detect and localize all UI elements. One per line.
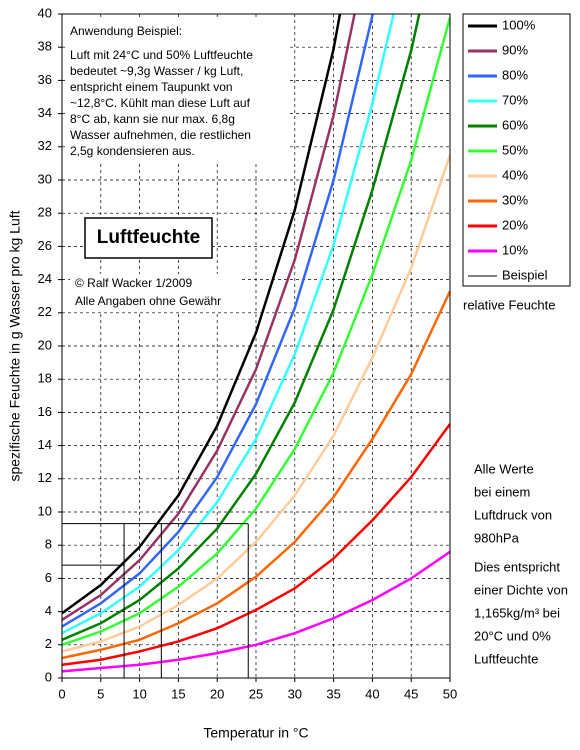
y-tick-label: 30 [38, 171, 52, 186]
annotation-text: 2,5g kondensieren aus. [70, 144, 195, 158]
y-tick-label: 26 [38, 238, 52, 253]
title-box [84, 217, 213, 259]
x-tick-label: 25 [249, 686, 263, 701]
annotation-text: ~12,8°C. Kühlt man diese Luft auf [70, 96, 251, 110]
x-tick-label: 50 [443, 686, 457, 701]
legend-label: 90% [502, 42, 528, 57]
annotation-text: Anwendung Beispiel: [70, 24, 182, 38]
y-tick-label: 40 [38, 5, 52, 20]
annotation-text: Wasser aufnehmen, die restlichen [70, 128, 251, 142]
note-text: 1,165kg/m³ bei [474, 605, 560, 620]
plot-frame [61, 13, 451, 679]
y-tick-label: 28 [38, 205, 52, 220]
series-line [62, 16, 450, 646]
y-tick-label: 14 [38, 437, 52, 452]
legend-label: 30% [502, 192, 528, 207]
series-line [62, 14, 342, 615]
annotation-box [66, 20, 288, 162]
y-tick-label: 6 [45, 570, 52, 585]
series-line [62, 154, 450, 653]
x-tick-label: 0 [58, 686, 65, 701]
legend-label: 100% [502, 17, 536, 32]
chart-title: Luftfeuchte [97, 227, 200, 248]
y-axis-label: spezifische Feuchte in g Wasser pro kg L… [7, 210, 23, 481]
note-text: Luftfeuchte [474, 651, 538, 666]
credits-box [70, 274, 240, 312]
x-axis-label: Temperatur in °C [203, 725, 308, 741]
series-line [62, 14, 395, 635]
y-tick-label: 20 [38, 337, 52, 352]
y-tick-label: 36 [38, 72, 52, 87]
legend-label: 80% [502, 67, 528, 82]
y-tick-label: 10 [38, 503, 52, 518]
credits-text: Alle Angaben ohne Gewähr [75, 294, 221, 308]
x-tick-label: 15 [171, 686, 185, 701]
legend-label: 10% [502, 242, 528, 257]
legend-label: Beispiel [502, 267, 548, 282]
y-tick-label: 32 [38, 138, 52, 153]
series-line [62, 550, 450, 673]
annotation-text: Luft mit 24°C und 50% Luftfeuchte [70, 48, 253, 62]
y-tick-label: 38 [38, 39, 52, 54]
series-line [62, 14, 375, 628]
y-tick-label: 4 [45, 603, 52, 618]
series-line [62, 14, 421, 641]
x-tick-label: 40 [365, 686, 379, 701]
y-tick-label: 22 [38, 304, 52, 319]
x-tick-label: 30 [288, 686, 302, 701]
y-tick-label: 16 [38, 404, 52, 419]
note-text: 20°C und 0% [474, 628, 551, 643]
x-tick-label: 20 [210, 686, 224, 701]
y-tick-label: 24 [38, 271, 52, 286]
legend-title: relative Feuchte [463, 297, 556, 312]
y-tick-label: 8 [45, 537, 52, 552]
annotation-text: bedeutet ~9,3g Wasser / kg Luft, [70, 64, 243, 78]
legend-label: 40% [502, 167, 528, 182]
note-text: Alle Werte [474, 461, 534, 476]
legend-label: 60% [502, 117, 528, 132]
series-group [62, 14, 450, 673]
y-tick-label: 12 [38, 470, 52, 485]
y-tick-label: 0 [45, 669, 52, 684]
series-line [62, 423, 450, 666]
note-text: bei einem [474, 484, 530, 499]
x-tick-label: 45 [404, 686, 418, 701]
y-tick-label: 34 [38, 105, 52, 120]
note-text: 980hPa [474, 530, 520, 545]
credits-text: © Ralf Wacker 1/2009 [75, 276, 192, 290]
note-text: einer Dichte von [474, 582, 568, 597]
annotation-text: 8°C ab, kann sie nur max. 6,8g [70, 112, 235, 126]
legend-label: 20% [502, 217, 528, 232]
y-tick-label: 18 [38, 371, 52, 386]
legend-label: 50% [502, 142, 528, 157]
note-text: Luftdruck von [474, 507, 552, 522]
annotation-text: entspricht einem Taupunkt von [70, 80, 233, 94]
series-line [62, 14, 356, 621]
x-tick-label: 10 [132, 686, 146, 701]
x-tick-label: 5 [97, 686, 104, 701]
legend-label: 70% [502, 92, 528, 107]
y-tick-label: 2 [45, 636, 52, 651]
x-tick-label: 35 [326, 686, 340, 701]
series-line [62, 290, 450, 660]
note-text: Dies entspricht [474, 559, 560, 574]
